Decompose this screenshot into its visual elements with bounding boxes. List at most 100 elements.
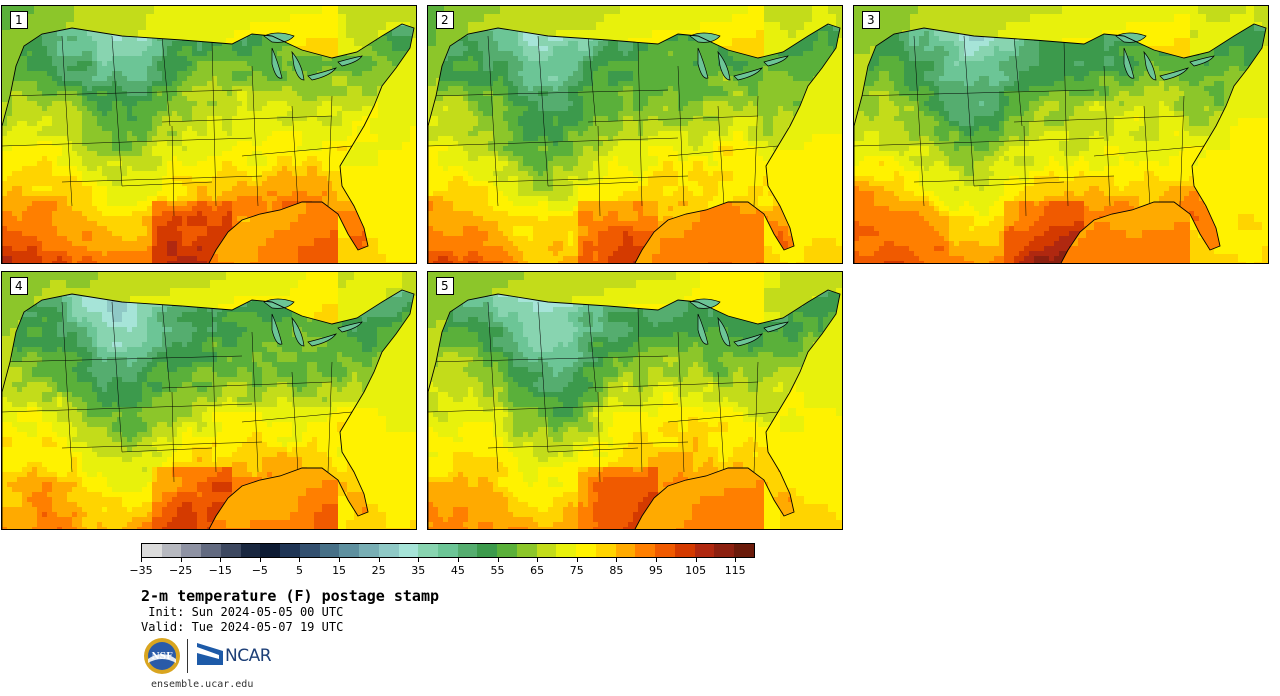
colorbar-swatch	[339, 544, 360, 557]
map-panel-5: 5	[427, 271, 843, 530]
colorbar-swatch	[142, 544, 162, 557]
great-lake	[697, 47, 709, 79]
great-lake	[733, 333, 763, 347]
colorbar-tick-label: 55	[491, 564, 505, 577]
colorbar-tick	[339, 558, 341, 562]
great-lake	[1189, 55, 1215, 67]
great-lake	[271, 47, 283, 79]
colorbar-swatch	[516, 544, 537, 557]
state-borders	[2, 35, 353, 217]
colorbar-tick-label: 5	[296, 564, 303, 577]
colorbar-swatch	[260, 544, 281, 557]
colorbar-swatch	[280, 544, 300, 557]
colorbar-swatch	[457, 544, 478, 557]
ncar-logo-text: NCAR	[225, 646, 272, 666]
colorbar-swatch	[299, 544, 320, 557]
colorbar-swatch	[418, 544, 439, 557]
coastline	[428, 289, 841, 529]
colorbar-swatch	[556, 544, 577, 557]
great-lake	[291, 50, 305, 81]
great-lake	[763, 55, 789, 67]
colorbar-ticks: −35 −25 −15 −5 5 15 25 35 45 55 65 75 85 95 105 115	[129, 558, 755, 580]
great-lake	[733, 67, 763, 81]
nsf-logo-text: NSF	[151, 652, 173, 662]
colorbar-tick-label: 25	[372, 564, 386, 577]
colorbar-swatch	[674, 544, 695, 557]
colorbar-tick	[180, 558, 182, 562]
colorbar-swatch	[635, 544, 656, 557]
state-borders	[854, 35, 1205, 217]
member-label: 2	[436, 11, 454, 29]
colorbar-tick	[378, 558, 380, 562]
colorbar-swatch	[694, 544, 715, 557]
colorbar-tick	[259, 558, 261, 562]
coastline	[2, 23, 415, 263]
great-lake	[337, 321, 363, 333]
great-lake	[291, 316, 305, 347]
colorbar-swatch	[655, 544, 675, 557]
great-lake	[1115, 32, 1147, 43]
map-panel-1: 1	[1, 5, 417, 264]
state-borders	[428, 35, 779, 217]
valid-time: Valid: Tue 2024-05-07 19 UTC	[141, 620, 343, 634]
colorbar-tick	[457, 558, 459, 562]
map-panel-2: 2	[427, 5, 843, 264]
great-lake	[689, 298, 721, 309]
temperature-map	[2, 6, 416, 263]
colorbar-tick	[141, 558, 142, 562]
colorbar-tick	[655, 558, 657, 562]
colorbar-tick	[695, 558, 697, 562]
temperature-colorbar	[141, 543, 755, 558]
colorbar-tick	[299, 558, 301, 562]
logo-divider	[187, 639, 188, 673]
colorbar-tick	[735, 558, 737, 562]
temperature-map	[854, 6, 1268, 263]
colorbar-tick-label: −15	[209, 564, 232, 577]
great-lake	[689, 32, 721, 43]
great-lake	[337, 55, 363, 67]
great-lake	[307, 67, 337, 81]
colorbar-tick-label: −5	[252, 564, 268, 577]
colorbar-tick-label: 15	[332, 564, 346, 577]
colorbar-tick	[418, 558, 420, 562]
colorbar-swatch	[240, 544, 261, 557]
temperature-map	[428, 6, 842, 263]
colorbar-swatch	[438, 544, 458, 557]
temperature-map	[2, 272, 416, 529]
member-label: 3	[862, 11, 880, 29]
map-panel-3: 3	[853, 5, 1269, 264]
ncar-mark-icon	[197, 643, 223, 665]
colorbar-tick-label: 115	[725, 564, 746, 577]
colorbar-swatch	[181, 544, 202, 557]
great-lake	[1123, 47, 1135, 79]
colorbar-swatch	[161, 544, 182, 557]
great-lake	[717, 316, 731, 347]
colorbar-tick	[220, 558, 222, 562]
coastline	[428, 23, 841, 263]
colorbar-tick-label: 65	[530, 564, 544, 577]
colorbar-tick	[497, 558, 499, 562]
colorbar-tick-label: −35	[129, 564, 152, 577]
colorbar-swatch	[398, 544, 419, 557]
logo-group: NSF NCAR	[143, 637, 283, 677]
state-borders	[2, 301, 353, 483]
nsf-logo-icon: NSF	[144, 638, 180, 674]
colorbar-tick-label: 95	[649, 564, 663, 577]
great-lake	[307, 333, 337, 347]
colorbar-swatch	[576, 544, 596, 557]
colorbar-swatch	[220, 544, 241, 557]
colorbar-swatch	[497, 544, 517, 557]
colorbar-swatch	[201, 544, 221, 557]
great-lake	[1143, 50, 1157, 81]
colorbar-tick-label: 35	[411, 564, 425, 577]
colorbar-tick-label: 85	[609, 564, 623, 577]
colorbar-tick	[576, 558, 578, 562]
colorbar-tick	[537, 558, 539, 562]
great-lake	[717, 50, 731, 81]
member-label: 5	[436, 277, 454, 295]
colorbar-swatch	[536, 544, 557, 557]
great-lake	[263, 298, 295, 309]
colorbar-swatch	[714, 544, 735, 557]
colorbar-swatch	[615, 544, 636, 557]
colorbar-tick-label: −25	[169, 564, 192, 577]
